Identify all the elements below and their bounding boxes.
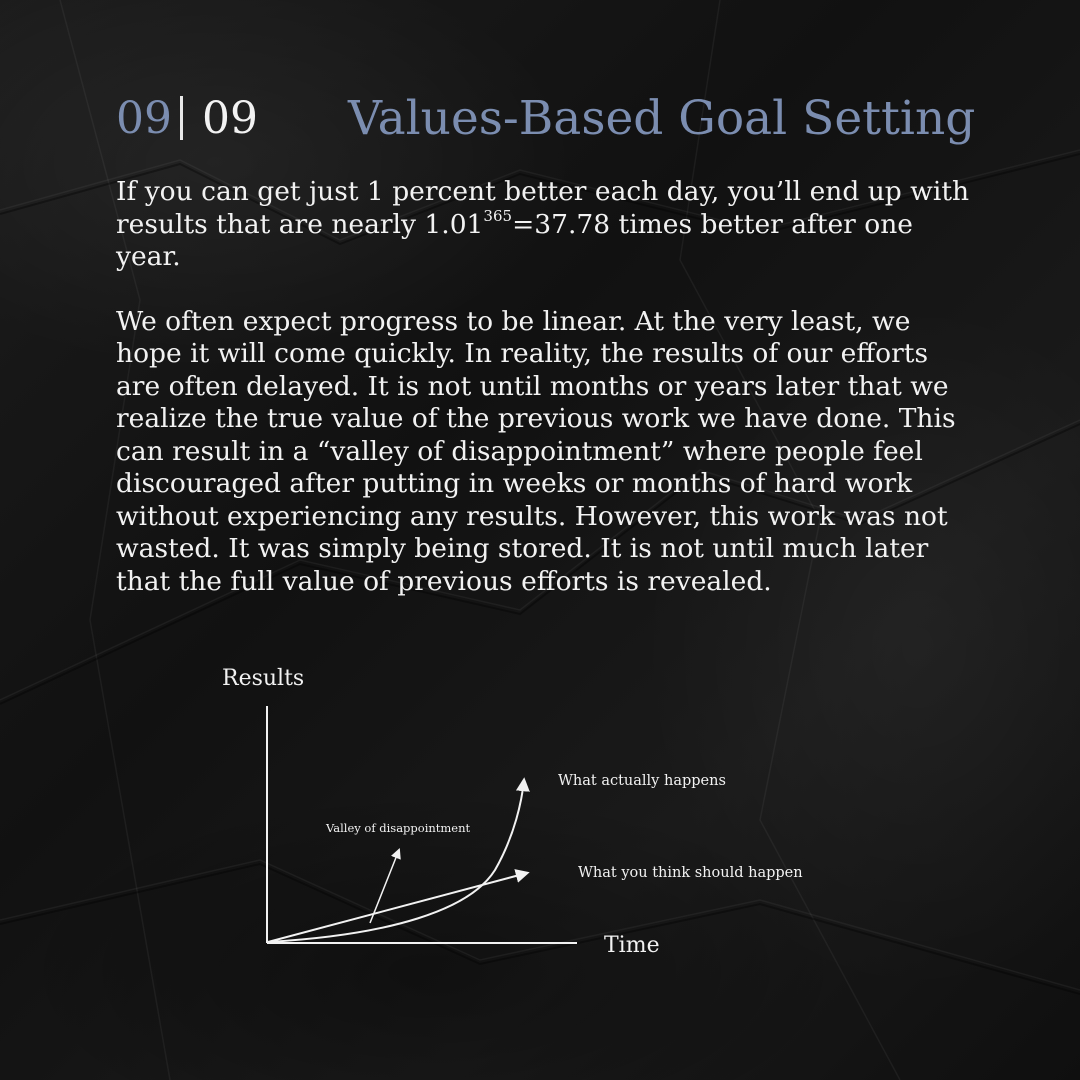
paragraph-valley: We often expect progress to be linear. A… <box>116 305 956 597</box>
exponent: 365 <box>483 206 513 225</box>
header: 09 09 Values-Based Goal Setting <box>116 88 976 154</box>
y-axis-label: Results <box>222 666 304 691</box>
body-text: If you can get just 1 percent better eac… <box>116 176 976 598</box>
paragraph-compounding: If you can get just 1 percent better eac… <box>116 176 976 274</box>
page-total-number: 09 <box>202 93 258 144</box>
line-label: What you think should happen <box>578 865 803 881</box>
paragraph-compounding-start: If you can get just 1 percent better eac… <box>116 176 970 240</box>
curve-label: What actually happens <box>558 773 726 789</box>
x-axis-label: Time <box>604 933 660 958</box>
paragraph-compounding-end: =37.78 times better after one year. <box>116 208 913 273</box>
page-number-divider <box>180 96 183 140</box>
page-title: Values-Based Goal Setting <box>348 91 976 146</box>
expected-progress-line <box>267 869 530 943</box>
valley-label: Valley of disappointment <box>325 821 471 835</box>
actual-progress-curve <box>267 777 530 943</box>
valley-pointer-arrow <box>369 848 401 924</box>
page-current-number: 09 <box>116 93 172 144</box>
